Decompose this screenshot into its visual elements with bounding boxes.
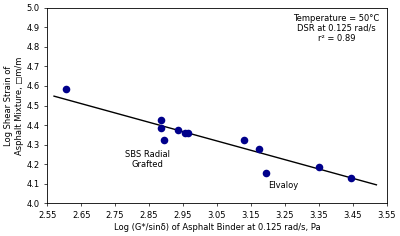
Point	[348, 176, 354, 180]
Point	[182, 131, 188, 135]
Point	[175, 128, 181, 132]
Text: SBS Radial
Grafted: SBS Radial Grafted	[125, 150, 170, 169]
Y-axis label: Log Shear Strain of
Asphalt Mixture, □m/m: Log Shear Strain of Asphalt Mixture, □m/…	[4, 56, 24, 155]
Point	[158, 118, 164, 122]
Text: Elvaloy: Elvaloy	[268, 181, 298, 190]
Point	[256, 147, 262, 151]
Text: Temperature = 50°C
DSR at 0.125 rad/s
r² = 0.89: Temperature = 50°C DSR at 0.125 rad/s r²…	[294, 13, 380, 43]
Point	[263, 171, 269, 175]
Point	[241, 138, 247, 142]
X-axis label: Log (G*/sinδ) of Asphalt Binder at 0.125 rad/s, Pa: Log (G*/sinδ) of Asphalt Binder at 0.125…	[114, 223, 320, 232]
Point	[185, 131, 191, 135]
Point	[158, 126, 164, 130]
Point	[161, 138, 168, 142]
Point	[316, 165, 322, 169]
Point	[63, 87, 69, 91]
